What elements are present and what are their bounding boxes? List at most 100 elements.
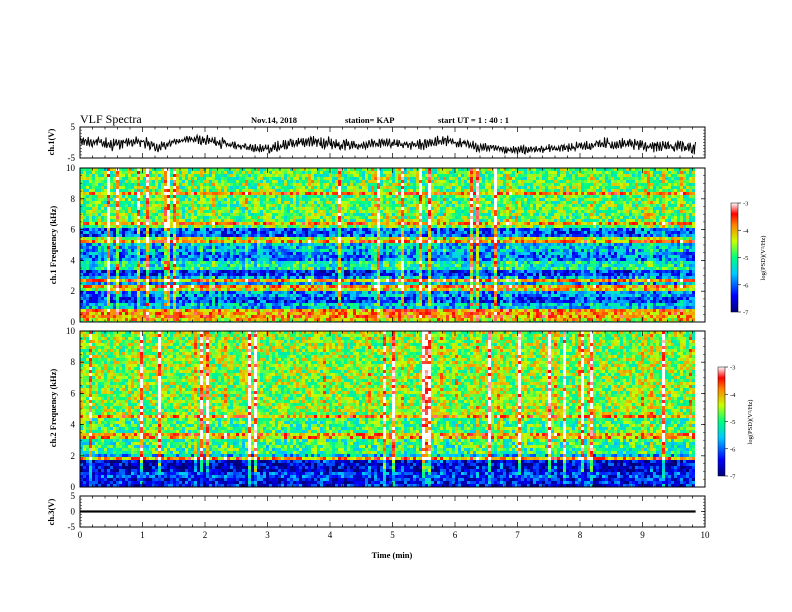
ch1-spec-cell bbox=[173, 216, 176, 219]
ch1-spec-cell bbox=[677, 234, 680, 237]
ch1-spec-cell bbox=[110, 192, 113, 195]
ch1-spec-cell bbox=[353, 195, 356, 198]
ch1-spec-cell bbox=[515, 189, 518, 192]
ch1-spec-cell bbox=[539, 225, 542, 228]
ch1-spec-cell bbox=[569, 231, 572, 234]
ch1-spec-cell bbox=[638, 171, 641, 174]
ch1-spec-cell bbox=[494, 219, 497, 222]
ch1-spec-cell bbox=[605, 198, 608, 201]
ch1-spec-cell bbox=[500, 207, 503, 210]
ch1-spec-cell bbox=[179, 237, 182, 240]
ch1-spec-cell bbox=[113, 234, 116, 237]
ch1-spec-cell bbox=[605, 210, 608, 213]
ch1-spec-cell bbox=[191, 216, 194, 219]
ch1-spec-cell bbox=[329, 183, 332, 186]
ch1-spec-cell bbox=[440, 216, 443, 219]
ch1-spec-cell bbox=[140, 231, 143, 234]
ch1-spec-cell bbox=[383, 207, 386, 210]
ch1-spec-cell bbox=[269, 198, 272, 201]
ch1-spec-cell bbox=[356, 222, 359, 225]
ch1-spec-cell bbox=[164, 237, 167, 240]
ch1-spec-cell bbox=[353, 204, 356, 207]
ch1-spec-cell bbox=[554, 177, 557, 180]
ch1-spec-cell bbox=[326, 219, 329, 222]
ch1-spec-cell bbox=[128, 192, 131, 195]
ch1-spec-cell bbox=[272, 228, 275, 231]
ch1-spec-cell bbox=[371, 213, 374, 216]
ch1-spec-cell bbox=[590, 207, 593, 210]
ch1-spec-cell bbox=[269, 171, 272, 174]
ch1-spec-cell bbox=[350, 222, 353, 225]
ch1-spec-cell bbox=[92, 234, 95, 237]
ch1-spec-cell bbox=[563, 204, 566, 207]
ch1-spec-cell bbox=[302, 210, 305, 213]
ch1-spec-cell bbox=[230, 195, 233, 198]
ch1-spec-cell bbox=[476, 183, 479, 186]
ch1-spec-cell bbox=[197, 174, 200, 177]
ch1-spec-cell bbox=[98, 210, 101, 213]
ch1-spec-cell bbox=[293, 195, 296, 198]
ch1-spec-cell bbox=[383, 213, 386, 216]
ch1-spec-cell bbox=[317, 183, 320, 186]
ch1-spec-cell bbox=[434, 210, 437, 213]
ch1-spec-cell bbox=[158, 183, 161, 186]
ch1-spec-cell bbox=[692, 192, 695, 195]
ch1-spec-cell bbox=[647, 204, 650, 207]
ch1-spec-cell bbox=[425, 225, 428, 228]
ch1-spec-cell bbox=[671, 198, 674, 201]
ch1-spec-cell bbox=[212, 237, 215, 240]
ch1-spec-cell bbox=[158, 222, 161, 225]
ch1-spec-cell bbox=[671, 213, 674, 216]
ch1-spec-cell bbox=[269, 177, 272, 180]
ch1-spec-cell bbox=[116, 216, 119, 219]
ch1-spec-cell bbox=[317, 186, 320, 189]
ch1-spec-cell bbox=[407, 237, 410, 240]
ch1-spec-cell bbox=[236, 207, 239, 210]
ch1-spec-cell bbox=[581, 222, 584, 225]
ch1-spec-cell bbox=[338, 198, 341, 201]
ch1-spec-cell bbox=[425, 192, 428, 195]
ch1-spec-cell bbox=[293, 192, 296, 195]
ch1-spec-cell bbox=[215, 198, 218, 201]
ch1-spec-cell bbox=[464, 189, 467, 192]
ch1-spec-cell bbox=[140, 201, 143, 204]
ch1-spec-cell bbox=[458, 174, 461, 177]
ch1-spec-cell bbox=[359, 186, 362, 189]
ch1-spec-cell bbox=[194, 231, 197, 234]
ch1-spec-cell bbox=[500, 171, 503, 174]
ch1-spec-cell bbox=[467, 231, 470, 234]
ch1-spec-cell bbox=[116, 231, 119, 234]
ch1-spec-cell bbox=[521, 177, 524, 180]
ch1-spec-cell bbox=[341, 207, 344, 210]
ch1-spec-cell bbox=[488, 195, 491, 198]
ch1-spec-cell bbox=[623, 201, 626, 204]
ch1-spec-cell bbox=[503, 171, 506, 174]
ch1-spec-cell bbox=[500, 210, 503, 213]
ch1-spec-cell bbox=[392, 207, 395, 210]
ch1-spec-cell bbox=[410, 177, 413, 180]
ch1-spec-cell bbox=[482, 204, 485, 207]
ch1-spec-cell bbox=[602, 210, 605, 213]
ch1-spec-cell bbox=[545, 186, 548, 189]
ch1-spec-cell bbox=[431, 177, 434, 180]
ch1-spec-cell bbox=[407, 216, 410, 219]
ch1-spec-cell bbox=[320, 207, 323, 210]
ch1-spec-cell bbox=[185, 228, 188, 231]
ch1-spec-cell bbox=[638, 228, 641, 231]
ch1-spec-cell bbox=[275, 216, 278, 219]
ch1-spec-cell bbox=[263, 210, 266, 213]
ch1-spec-cell bbox=[668, 231, 671, 234]
ch1-spec-cell bbox=[443, 177, 446, 180]
ch1-spec-cell bbox=[137, 225, 140, 228]
ch1-spec-cell bbox=[215, 210, 218, 213]
ch1-spec-cell bbox=[671, 186, 674, 189]
ch1-spec-cell bbox=[452, 198, 455, 201]
ch1-spec-cell bbox=[335, 234, 338, 237]
ch1-spec-cell bbox=[185, 198, 188, 201]
ch1-spec-cell bbox=[680, 210, 683, 213]
ch1-spec-cell bbox=[302, 183, 305, 186]
ch1-spec-cell bbox=[605, 213, 608, 216]
ch1-spec-cell bbox=[197, 195, 200, 198]
ch1-spec-cell bbox=[587, 213, 590, 216]
ch1-spec-cell bbox=[566, 192, 569, 195]
